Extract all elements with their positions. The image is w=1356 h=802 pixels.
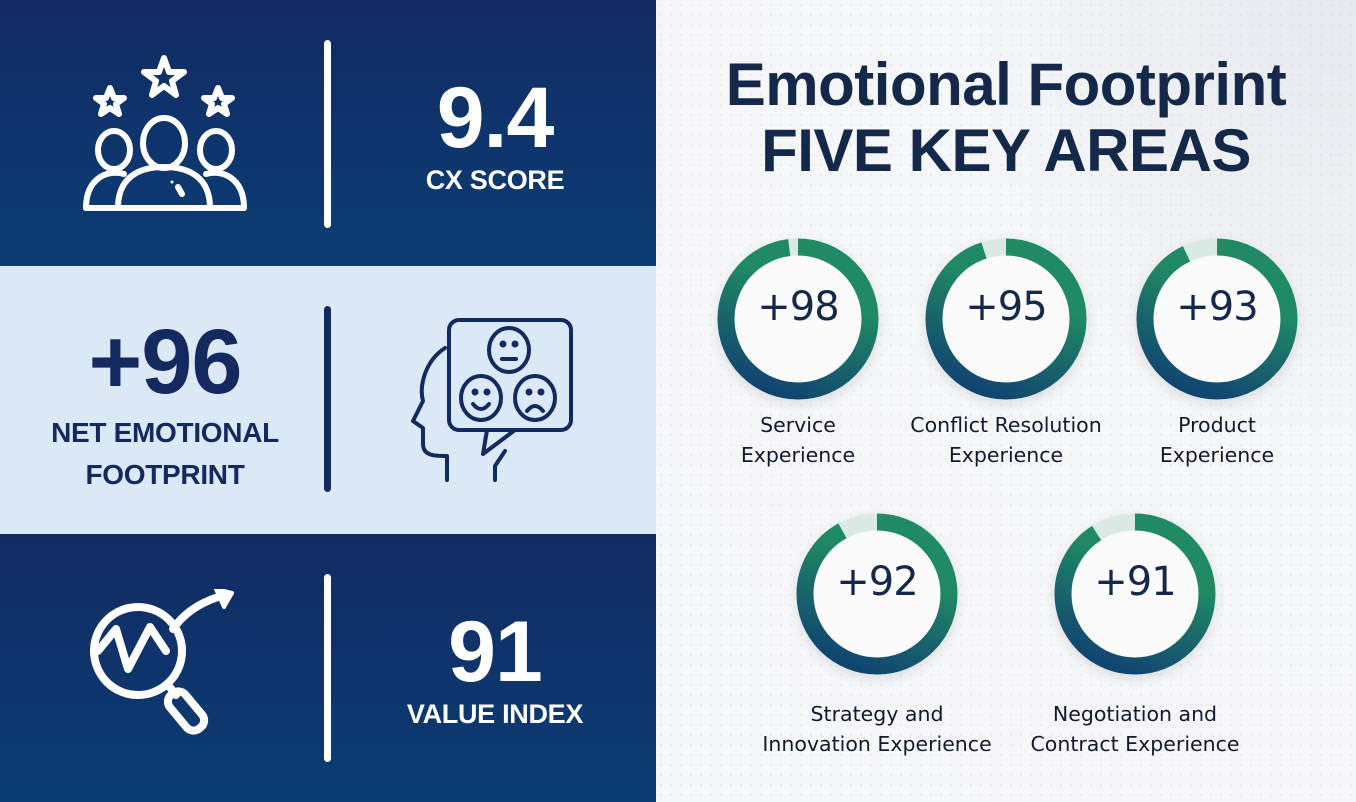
donut-ring	[717, 238, 879, 400]
vertical-divider	[324, 306, 331, 492]
area-score: +92	[836, 559, 918, 605]
donut-ring	[796, 513, 958, 675]
area-label-line1: Product	[1178, 413, 1256, 437]
left-column: 9.4 CX SCORE +96 NET EMOTIONAL FOOTPRINT	[0, 0, 656, 802]
area-label-line1: Conflict Resolution	[910, 413, 1102, 437]
area-score: +95	[965, 284, 1047, 330]
area-label-line2: Experience	[1159, 443, 1275, 467]
people-stars-icon	[78, 50, 253, 218]
area-label-line2: Experience	[740, 443, 856, 467]
nef-value: +96	[88, 311, 242, 413]
net-emotional-footprint-panel: +96 NET EMOTIONAL FOOTPRINT	[0, 266, 656, 534]
area-ring-service: +98 Service Experience	[683, 236, 913, 470]
area-score: +98	[757, 284, 839, 330]
area-ring-product: +93 Product Experience	[1102, 236, 1332, 470]
head-emotions-icon	[405, 316, 580, 491]
page-title: Emotional Footprint FIVE KEY AREAS	[656, 52, 1356, 184]
nef-label-line2: FOOTPRINT	[85, 459, 245, 490]
value-index-value: 91	[448, 604, 543, 700]
donut-ring	[925, 238, 1087, 400]
area-label: Negotiation and Contract Experience	[1020, 699, 1250, 759]
area-ring-negotiation-contract: +91 Negotiation and Contract Experience	[1020, 511, 1250, 759]
area-ring-strategy-innovation: +92 Strategy and Innovation Experience	[762, 511, 992, 759]
cx-score-value: 9.4	[436, 70, 555, 166]
magnifier-chart-icon	[88, 587, 243, 744]
title-line2: FIVE KEY AREAS	[761, 117, 1251, 184]
area-score: +93	[1176, 284, 1258, 330]
area-label: Product Experience	[1102, 410, 1332, 470]
area-label-line2: Experience	[948, 443, 1064, 467]
cx-score-stat: 9.4 CX SCORE	[380, 72, 610, 196]
vertical-divider	[324, 40, 331, 228]
value-index-label: VALUE INDEX	[406, 699, 584, 729]
donut-ring	[1054, 513, 1216, 675]
value-index-stat: 91 VALUE INDEX	[380, 606, 610, 730]
area-ring-conflict-resolution: +95 Conflict Resolution Experience	[891, 236, 1121, 470]
cx-score-label: CX SCORE	[425, 165, 565, 195]
donut-ring	[1136, 238, 1298, 400]
dot-pattern-background	[656, 0, 1356, 802]
nef-stat: +96 NET EMOTIONAL FOOTPRINT	[20, 312, 310, 496]
area-label: Strategy and Innovation Experience	[762, 699, 992, 759]
area-label: Service Experience	[683, 410, 913, 470]
vertical-divider	[324, 574, 331, 762]
area-label-line2: Innovation Experience	[762, 732, 992, 756]
area-score: +91	[1094, 559, 1176, 605]
nef-label-line1: NET EMOTIONAL	[51, 417, 279, 448]
area-label: Conflict Resolution Experience	[891, 410, 1121, 470]
cx-score-panel: 9.4 CX SCORE	[0, 0, 656, 266]
right-column: Emotional Footprint FIVE KEY AREAS +98 S…	[656, 0, 1356, 802]
area-label-line1: Negotiation and	[1052, 702, 1218, 726]
title-line1: Emotional Footprint	[725, 51, 1287, 118]
area-label-line1: Service	[760, 413, 836, 437]
area-label-line1: Strategy and	[810, 702, 944, 726]
area-label-line2: Contract Experience	[1030, 732, 1240, 756]
value-index-panel: 91 VALUE INDEX	[0, 534, 656, 802]
